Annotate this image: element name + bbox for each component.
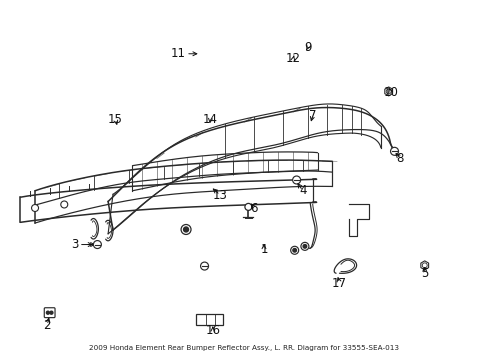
Text: 12: 12 <box>285 52 300 65</box>
Text: 10: 10 <box>383 86 397 99</box>
Circle shape <box>61 201 68 208</box>
Circle shape <box>50 311 53 314</box>
Text: 1: 1 <box>260 243 267 256</box>
Text: 15: 15 <box>108 113 122 126</box>
Text: 9: 9 <box>304 41 311 54</box>
Circle shape <box>200 262 208 270</box>
Text: 8: 8 <box>396 152 403 165</box>
Circle shape <box>290 246 298 254</box>
FancyBboxPatch shape <box>195 315 222 325</box>
Circle shape <box>183 227 188 232</box>
Text: 17: 17 <box>331 277 346 290</box>
Circle shape <box>390 147 398 155</box>
Text: 14: 14 <box>203 113 218 126</box>
Text: 4: 4 <box>299 184 306 197</box>
Text: 13: 13 <box>212 189 227 202</box>
Circle shape <box>303 244 306 248</box>
Circle shape <box>46 311 49 314</box>
Circle shape <box>181 225 191 234</box>
Text: 6: 6 <box>250 202 258 215</box>
Circle shape <box>386 89 390 94</box>
FancyBboxPatch shape <box>44 308 55 318</box>
Circle shape <box>422 263 427 268</box>
Text: 16: 16 <box>205 324 220 337</box>
Circle shape <box>244 203 251 210</box>
Text: 3: 3 <box>71 238 79 251</box>
Text: 2009 Honda Element Rear Bumper Reflector Assy., L. RR. Diagram for 33555-SEA-013: 2009 Honda Element Rear Bumper Reflector… <box>89 345 399 351</box>
Text: 2: 2 <box>43 319 51 332</box>
Text: 5: 5 <box>420 267 427 280</box>
Circle shape <box>292 176 300 184</box>
Text: 7: 7 <box>308 109 316 122</box>
Text: 11: 11 <box>171 47 185 60</box>
Circle shape <box>32 204 39 211</box>
Circle shape <box>292 248 296 252</box>
Circle shape <box>93 240 101 248</box>
Circle shape <box>300 242 308 250</box>
